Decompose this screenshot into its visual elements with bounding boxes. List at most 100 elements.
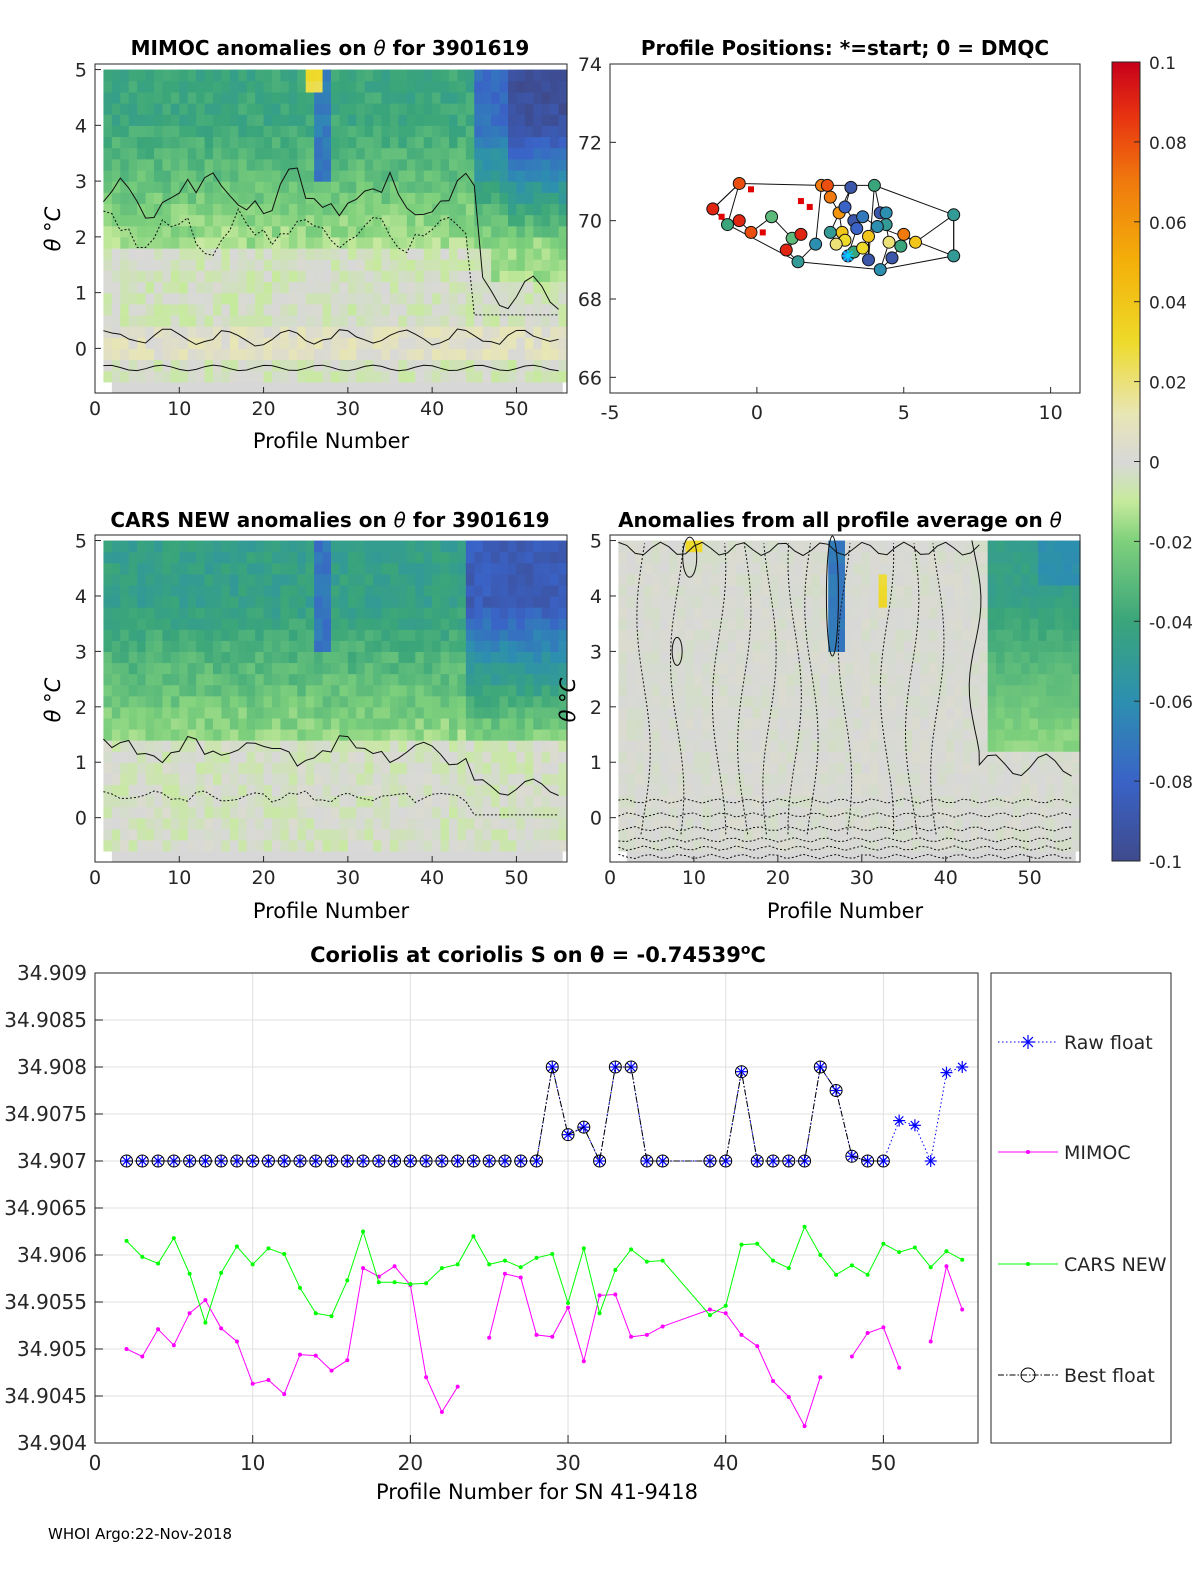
anomaly-cell	[626, 773, 636, 786]
anomaly-cell	[331, 551, 341, 564]
anomaly-cell	[111, 618, 121, 630]
anomaly-cell	[162, 584, 172, 597]
anomaly-cell	[154, 651, 164, 664]
anomaly-cell	[491, 595, 501, 608]
mimoc-point	[219, 1326, 224, 1331]
anomaly-cell	[1054, 784, 1064, 797]
anomaly-cell	[221, 69, 231, 82]
anomaly-cell	[870, 673, 880, 686]
anomaly-cell	[170, 359, 180, 372]
anomaly-cell	[1004, 584, 1014, 597]
anomaly-cell	[305, 69, 315, 82]
anomaly-cell	[238, 595, 248, 608]
anomaly-cell	[246, 136, 256, 149]
anomaly-cell	[364, 337, 374, 349]
anomaly-cell	[660, 640, 670, 652]
anomaly-cell	[962, 607, 972, 619]
cars-point	[345, 1278, 350, 1283]
cars-point	[329, 1314, 334, 1319]
anomaly-cell	[970, 751, 980, 763]
anomaly-cell	[255, 562, 265, 575]
anomaly-cell	[213, 337, 223, 349]
anomaly-cell	[811, 762, 821, 774]
anomaly-cell	[263, 806, 273, 819]
anomaly-cell	[246, 214, 256, 227]
anomaly-cell	[744, 717, 754, 730]
anomaly-cell	[533, 618, 543, 630]
anomaly-cell	[331, 125, 341, 138]
y-tick-label: 1	[590, 752, 602, 774]
anomaly-cell	[1038, 695, 1048, 708]
anomaly-cell	[979, 773, 989, 786]
anomaly-cell	[635, 751, 645, 763]
anomaly-cell	[811, 640, 821, 652]
anomaly-cell	[1046, 706, 1056, 719]
anomaly-cell	[516, 651, 526, 664]
anomaly-cell	[204, 314, 214, 327]
anomaly-cell	[145, 192, 155, 205]
anomaly-cell	[979, 640, 989, 652]
anomaly-cell	[196, 225, 206, 238]
anomaly-cell	[685, 595, 695, 608]
anomaly-cell	[945, 640, 955, 652]
anomaly-cell	[651, 751, 661, 763]
anomaly-cell	[432, 551, 442, 564]
anomaly-cell	[1071, 762, 1081, 774]
anomaly-cell	[819, 806, 829, 819]
anomaly-cell	[550, 147, 560, 160]
anomaly-cell	[398, 270, 408, 283]
anomaly-cell	[499, 784, 509, 797]
anomaly-cell	[987, 784, 997, 797]
anomaly-cell	[179, 203, 189, 216]
anomaly-cell	[415, 717, 425, 730]
anomaly-cell	[744, 673, 754, 686]
anomaly-cell	[415, 203, 425, 216]
anomaly-cell	[769, 695, 779, 708]
anomaly-cell	[474, 147, 484, 160]
anomaly-cell	[145, 348, 155, 361]
anomaly-cell	[314, 551, 324, 564]
anomaly-cell	[861, 740, 871, 752]
anomaly-cell	[229, 651, 239, 664]
anomaly-cell	[878, 762, 888, 774]
anomaly-cell	[440, 292, 450, 305]
anomaly-cell	[111, 673, 121, 686]
anomaly-cell	[381, 314, 391, 327]
anomaly-cell	[406, 728, 416, 741]
anomaly-cell	[491, 817, 501, 830]
anomaly-cell	[508, 236, 518, 249]
anomaly-cell	[314, 828, 324, 841]
anomaly-cell	[457, 773, 467, 786]
anomaly-cell	[693, 562, 703, 575]
anomaly-cell	[449, 640, 459, 652]
anomaly-cell	[347, 706, 357, 719]
cars-point	[313, 1311, 318, 1316]
anomaly-cell	[660, 717, 670, 730]
anomaly-cell	[390, 103, 400, 115]
anomaly-cell	[432, 236, 442, 249]
anomaly-cell	[322, 717, 332, 730]
anomaly-cell	[1004, 562, 1014, 575]
mimoc-line	[488, 1273, 821, 1428]
anomaly-cell	[331, 740, 341, 752]
anomaly-cell	[120, 717, 130, 730]
anomaly-cell	[297, 784, 307, 797]
anomaly-cell	[677, 584, 687, 597]
anomaly-cell	[482, 728, 492, 741]
anomaly-cell	[196, 136, 206, 149]
anomaly-cell	[305, 662, 315, 675]
anomaly-cell	[962, 629, 972, 641]
anomaly-cell	[120, 662, 130, 675]
anomaly-cell	[154, 662, 164, 675]
anomaly-cell	[491, 169, 501, 182]
anomaly-cell	[769, 751, 779, 763]
anomaly-cell	[432, 103, 442, 115]
anomaly-cell	[305, 214, 315, 227]
anomaly-cell	[280, 684, 290, 697]
anomaly-cell	[229, 248, 239, 260]
anomaly-cell	[406, 584, 416, 597]
anomaly-cell	[221, 562, 231, 575]
anomaly-cell	[912, 773, 922, 786]
anomaly-cell	[836, 773, 846, 786]
anomaly-cell	[297, 281, 307, 294]
